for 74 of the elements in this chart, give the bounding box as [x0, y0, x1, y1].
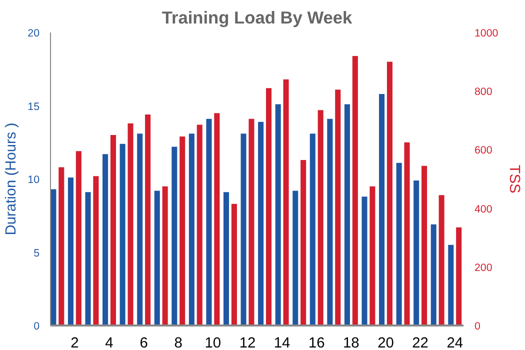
y2-tick-label: 0	[474, 320, 480, 332]
bar	[318, 110, 324, 326]
bar	[172, 146, 178, 326]
bar	[379, 94, 385, 326]
bar	[137, 134, 143, 326]
bar	[327, 118, 333, 326]
bar	[430, 224, 436, 326]
bar	[396, 162, 402, 326]
bar	[438, 195, 444, 326]
x-tick-label: 2	[70, 336, 79, 350]
bar	[58, 167, 64, 326]
bar	[120, 144, 126, 326]
bar	[258, 122, 264, 326]
bar	[180, 136, 186, 326]
x-tick-label: 10	[204, 336, 222, 350]
bar	[85, 192, 91, 326]
bar	[128, 123, 134, 326]
bar	[162, 186, 168, 326]
y-tick-label: 15	[28, 100, 40, 113]
chart-title: Training Load By Week	[162, 8, 353, 28]
bar	[188, 134, 194, 326]
bar	[206, 118, 212, 326]
y-tick-label: 5	[34, 247, 40, 260]
bar	[231, 204, 237, 326]
x-tick-label: 20	[378, 336, 394, 350]
x-tick-label: 6	[140, 336, 148, 350]
bar	[214, 113, 220, 326]
x-tick-label: 12	[239, 336, 256, 350]
bar	[386, 62, 392, 326]
bar	[248, 118, 254, 326]
bar	[422, 166, 428, 326]
y2-tick-label: 800	[474, 86, 492, 98]
bar	[196, 124, 202, 326]
y2-tick-label: 1000	[474, 28, 498, 40]
x-tick-label: 8	[174, 336, 182, 350]
y2-tick-label: 200	[474, 262, 492, 274]
bar	[266, 88, 272, 326]
bar	[275, 104, 281, 326]
x-tick-label: 14	[274, 336, 290, 350]
bar	[370, 186, 376, 326]
bar	[300, 160, 306, 326]
bar	[335, 90, 341, 326]
x-tick-label: 4	[105, 336, 114, 350]
bar	[456, 227, 462, 326]
y2-axis-title: TSS	[506, 164, 522, 194]
bar	[145, 114, 151, 326]
bar	[352, 56, 358, 326]
bar	[362, 196, 368, 326]
bar	[93, 176, 99, 326]
y-tick-label: 0	[34, 320, 40, 332]
bar	[414, 180, 420, 326]
y2-tick-label: 600	[474, 144, 492, 157]
bar	[76, 151, 82, 326]
bar	[110, 135, 116, 326]
bar	[404, 142, 410, 326]
bar	[310, 134, 316, 326]
bar	[154, 190, 160, 326]
y-tick-label: 10	[28, 174, 40, 186]
y-tick-label: 20	[28, 28, 40, 40]
x-tick-label: 16	[308, 336, 325, 350]
x-tick-label: 24	[446, 336, 464, 350]
bar	[448, 244, 454, 326]
bar	[283, 79, 289, 326]
bar	[68, 178, 74, 326]
bar	[223, 192, 230, 326]
bar	[240, 134, 246, 326]
bar	[50, 189, 56, 326]
bar	[292, 190, 298, 326]
bar	[102, 154, 108, 326]
y-axis-title: Duration (Hours )	[4, 122, 20, 236]
bar	[344, 104, 350, 326]
y2-tick-label: 400	[474, 203, 492, 216]
x-tick-label: 18	[343, 336, 360, 350]
x-tick-label: 22	[412, 336, 428, 350]
